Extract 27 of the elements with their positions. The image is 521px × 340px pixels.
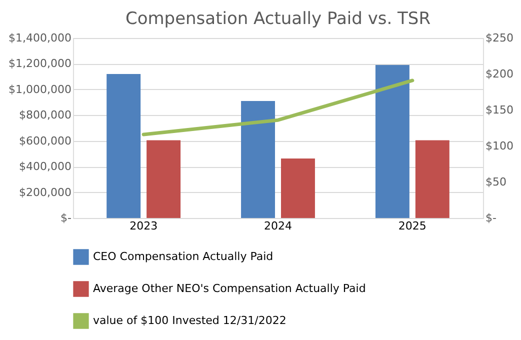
legend-label: Average Other NEO's Compensation Actually Paid (93, 282, 366, 295)
y2-tick-label: $150 (486, 104, 514, 116)
legend-label: CEO Compensation Actually Paid (93, 250, 274, 263)
x-tick-label: 2025 (398, 220, 426, 232)
y-tick-label: $400,000 (19, 160, 72, 174)
y-tick-label: $200,000 (19, 186, 72, 199)
y2-tick-label: $250 (486, 32, 514, 44)
y2-tick-label: $50 (486, 176, 506, 188)
y-tick-label: $800,000 (19, 108, 72, 122)
y-tick-label: $1,000,000 (8, 82, 72, 96)
chart-title: Compensation Actually Paid vs. TSR (125, 9, 431, 29)
bar (106, 74, 141, 218)
bar (415, 140, 450, 218)
y-tick-label: $- (60, 212, 72, 224)
y2-tick-label: $- (486, 212, 496, 224)
x-tick-label: 2024 (264, 220, 292, 232)
x-tick-label: 2023 (130, 220, 158, 232)
y-tick-label: $1,200,000 (8, 57, 72, 70)
bar (241, 101, 276, 218)
y-tick-label: $1,400,000 (8, 32, 72, 44)
y-tick-label: $600,000 (19, 134, 72, 148)
y2-tick-label: $100 (486, 140, 514, 152)
bar (375, 65, 410, 218)
bar (146, 140, 181, 218)
legend-label: value of $100 Invested 12/31/2022 (93, 314, 286, 327)
bar (280, 158, 315, 218)
y2-tick-label: $200 (486, 68, 514, 80)
